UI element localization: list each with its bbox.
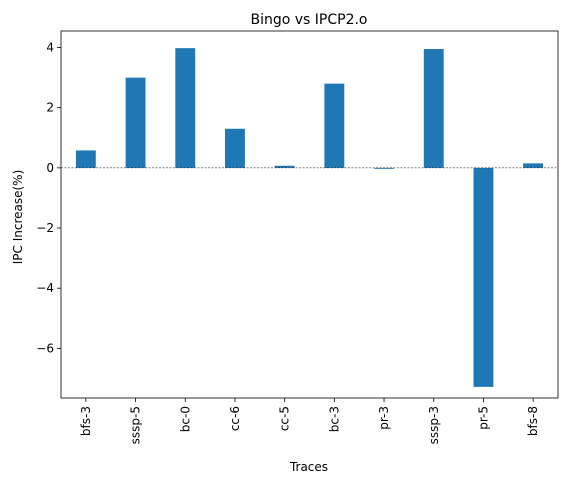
bar-sssp-3 bbox=[423, 49, 444, 168]
x-tick-label: bfs-8 bbox=[526, 406, 540, 436]
plot-area: −6 −4 −2 0 2 4 bfs-3 sssp-5 bc-0 cc-6 cc-5 bc-3 pr-3… bbox=[36, 30, 559, 444]
x-tick-label: bfs-3 bbox=[79, 406, 93, 436]
bar-cc-5 bbox=[274, 165, 295, 168]
x-tick-label: sssp-5 bbox=[129, 406, 143, 444]
bar-bc-0 bbox=[175, 48, 196, 168]
x-tick-label: cc-5 bbox=[278, 406, 292, 431]
x-tick-label: cc-6 bbox=[228, 406, 242, 431]
y-tick-label: −6 bbox=[36, 341, 54, 355]
plot-frame bbox=[60, 30, 559, 399]
bar-bc-3 bbox=[324, 83, 345, 168]
x-axis-label: Traces bbox=[289, 460, 328, 474]
x-tick-label: sssp-3 bbox=[427, 406, 441, 444]
x-tick-label: pr-5 bbox=[476, 406, 490, 430]
y-tick-label: 4 bbox=[46, 41, 54, 55]
bar-cc-6 bbox=[225, 128, 245, 168]
x-tick-label: pr-3 bbox=[377, 406, 391, 430]
y-tick-label: −4 bbox=[36, 281, 54, 295]
x-tick-label: bc-3 bbox=[327, 406, 341, 432]
bar-pr-5 bbox=[473, 167, 494, 387]
y-tick-label: 2 bbox=[46, 101, 54, 115]
bar-bfs-3 bbox=[75, 150, 96, 168]
bar-bfs-8 bbox=[523, 163, 544, 168]
y-axis-label: IPC Increase(%) bbox=[11, 170, 25, 265]
bar-sssp-5 bbox=[125, 77, 146, 168]
x-tick-label: bc-0 bbox=[178, 406, 192, 432]
y-tick-label: 0 bbox=[46, 161, 54, 175]
chart-title: Bingo vs IPCP2.o bbox=[250, 12, 367, 28]
bar-pr-3 bbox=[374, 167, 394, 169]
y-tick-label: −2 bbox=[36, 221, 54, 235]
